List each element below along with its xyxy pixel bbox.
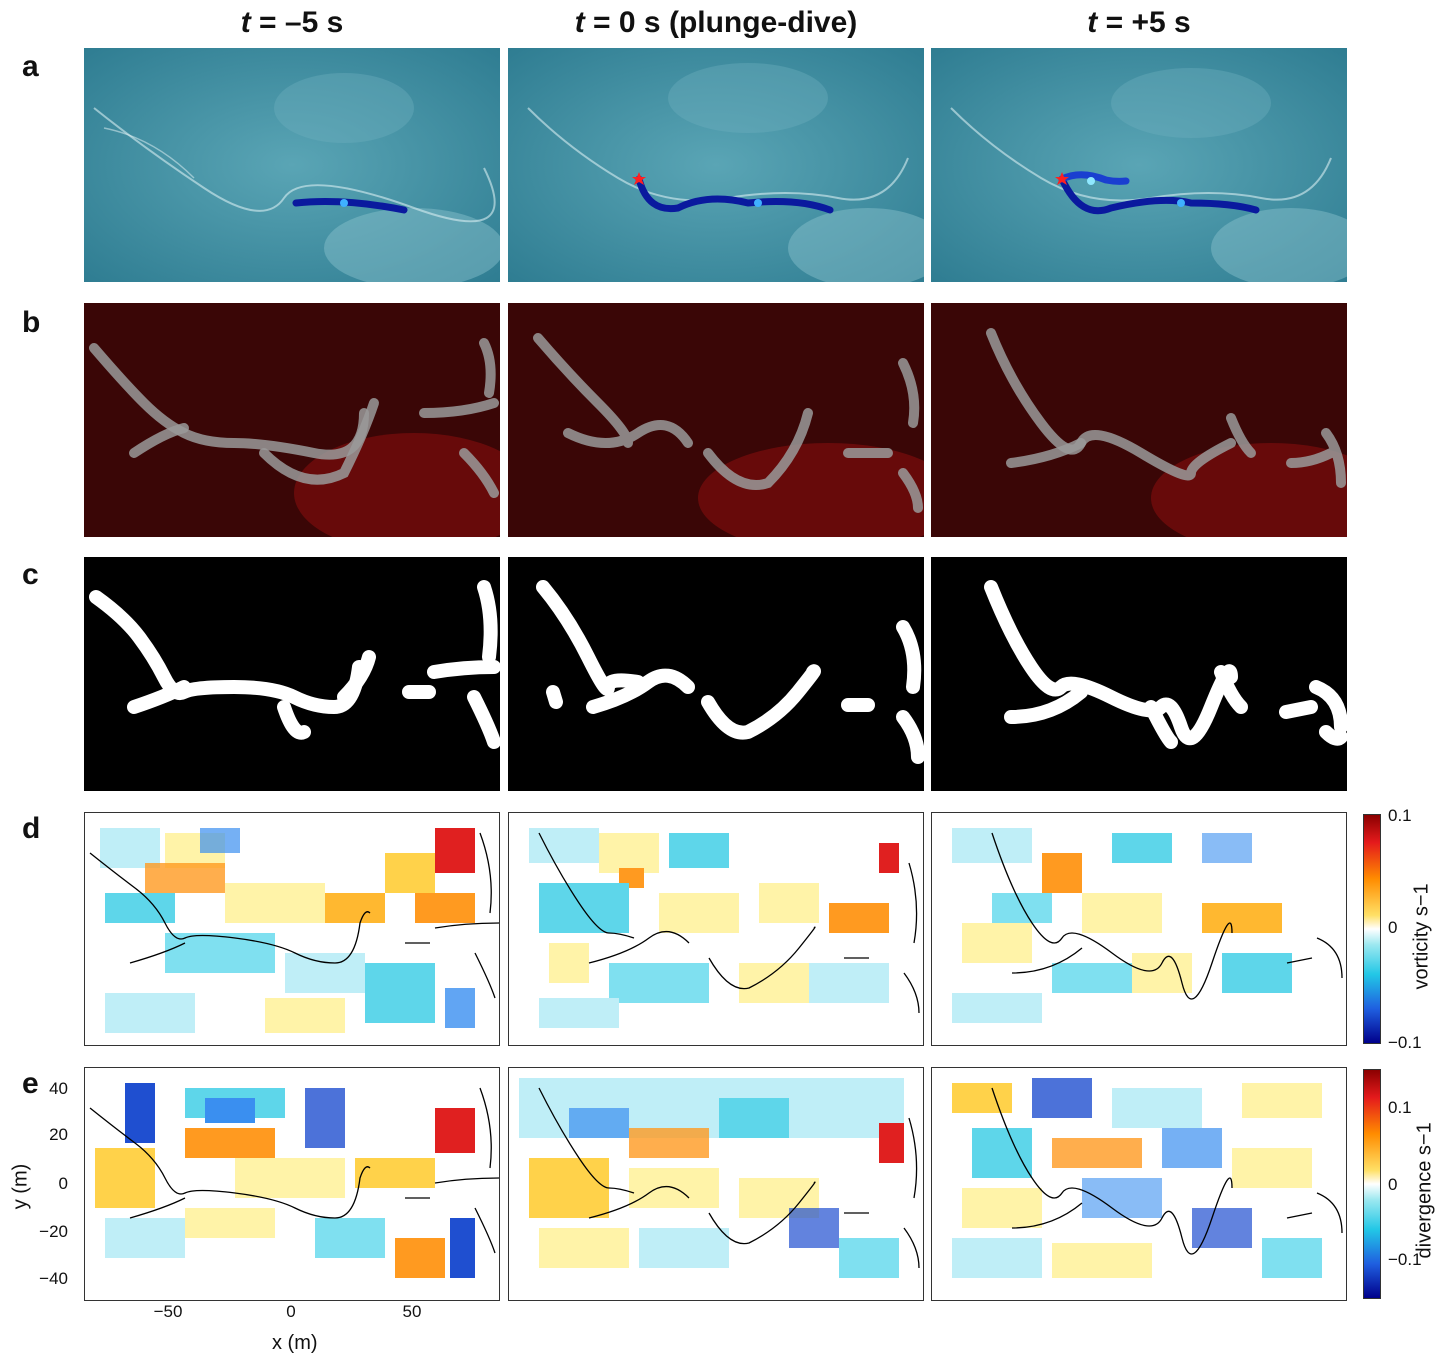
ytick-minus20: −20 — [39, 1222, 68, 1241]
plunge-star-icon — [1055, 172, 1069, 185]
vorticity-colorbar — [1363, 814, 1381, 1044]
row-label-e: e — [22, 1067, 39, 1100]
vorticity-tick-mid: 0 — [1388, 918, 1398, 937]
panel-b3-foam-image — [931, 303, 1347, 537]
divergence-tick-mid: 0 — [1388, 1175, 1398, 1194]
panel-c3-binary-mask — [931, 557, 1347, 791]
plunge-star-icon — [632, 172, 646, 185]
panel-d1-vorticity-field — [84, 812, 500, 1046]
vorticity-tick-top: 0.1 — [1388, 806, 1412, 825]
panel-a3-ocean-image — [931, 48, 1347, 282]
drifter-track — [635, 175, 834, 214]
panel-e3-divergence-field — [931, 1067, 1347, 1301]
vorticity-tick-bottom: −0.1 — [1388, 1033, 1422, 1052]
y-axis-title: y (m) — [9, 1163, 32, 1210]
row-label-a: a — [22, 50, 39, 83]
row-label-b: b — [22, 306, 41, 339]
panel-b2-foam-image — [508, 303, 924, 537]
ytick-minus40: −40 — [39, 1269, 68, 1288]
drifter-track — [1058, 175, 1260, 215]
row-label-c: c — [22, 558, 39, 591]
panel-e1-divergence-field — [84, 1067, 500, 1301]
divergence-colorbar-title: divergence s−1 — [1413, 1122, 1436, 1259]
divergence-colorbar — [1363, 1069, 1381, 1299]
xtick-minus50: −50 — [153, 1302, 183, 1321]
panel-c2-binary-mask — [508, 557, 924, 791]
ytick-40: 40 — [49, 1079, 68, 1098]
divergence-tick-bottom: −0.1 — [1388, 1250, 1422, 1269]
vorticity-colorbar-title: vorticity s−1 — [1410, 883, 1433, 990]
panel-a2-ocean-image — [508, 48, 924, 282]
panel-d3-vorticity-field — [931, 812, 1347, 1046]
column-title-zero: t = 0 s (plunge-dive) — [574, 6, 858, 39]
xtick-50: 50 — [402, 1302, 422, 1321]
ytick-20: 20 — [49, 1125, 68, 1144]
ytick-0: 0 — [58, 1174, 68, 1193]
xtick-0: 0 — [286, 1302, 296, 1321]
row-label-d: d — [22, 812, 41, 845]
column-title-plus5: t = +5 s — [1087, 6, 1191, 39]
x-axis-title: x (m) — [272, 1332, 318, 1354]
panel-a1-ocean-image — [84, 48, 500, 282]
panel-d2-vorticity-field — [508, 812, 924, 1046]
column-title-minus5: t = –5 s — [240, 6, 344, 39]
divergence-tick-top: 0.1 — [1388, 1098, 1412, 1117]
panel-b1-foam-image — [84, 303, 500, 537]
panel-e2-divergence-field — [508, 1067, 924, 1301]
panel-c1-binary-mask — [84, 557, 500, 791]
